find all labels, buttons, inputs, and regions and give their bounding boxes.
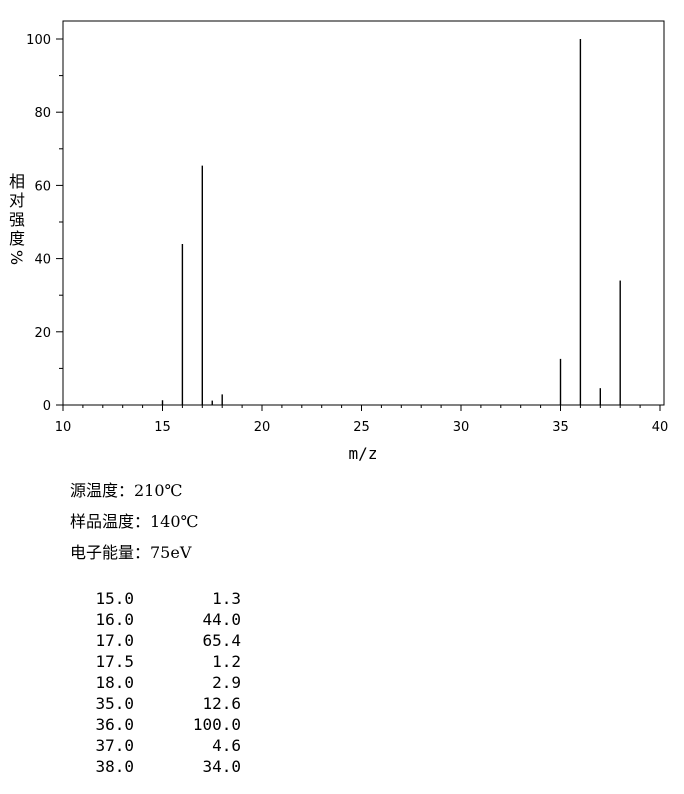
peak-abundance: 100.0 <box>192 715 241 734</box>
peak-mz: 15.0 <box>95 589 134 608</box>
peak-table-row: 16.0 44.0 <box>84 609 241 630</box>
y-tick-label: 80 <box>34 106 51 121</box>
sample-temperature: 样品温度：140℃ <box>70 512 199 531</box>
peak-mz: 18.0 <box>95 673 134 692</box>
peak-abundance: 12.6 <box>202 694 241 713</box>
y-axis-label-char: 度 <box>8 229 25 248</box>
y-tick-label: 40 <box>34 253 51 268</box>
x-tick-label: 40 <box>652 420 669 435</box>
peak-abundance: 1.3 <box>212 589 241 608</box>
plot-frame <box>62 20 665 406</box>
y-axis-label-char: 强 <box>8 210 25 229</box>
source-temperature: 源温度：210℃ <box>70 481 183 500</box>
axes: 10 15 20 25 30 35 40 0 20 40 60 80 100 <box>26 33 668 435</box>
peak-table-row: 36.0 100.0 <box>84 714 241 735</box>
peak-mz: 17.5 <box>95 652 134 671</box>
spectrum-peaks <box>161 39 621 405</box>
peak-abundance: 65.4 <box>202 631 241 650</box>
peak-mz: 38.0 <box>95 757 134 776</box>
y-tick-label: 60 <box>34 179 51 194</box>
peak-table-row: 18.0 2.9 <box>84 672 241 693</box>
y-axis-label: 相对强度 % <box>6 172 28 267</box>
y-tick-label: 20 <box>34 326 51 341</box>
peak-abundance: 34.0 <box>202 757 241 776</box>
peak-mz: 16.0 <box>95 610 134 629</box>
x-tick-label: 20 <box>254 420 271 435</box>
y-axis-label-char: 相 <box>8 172 25 191</box>
x-tick-label: 35 <box>552 420 569 435</box>
peak-table-row: 17.0 65.4 <box>84 630 241 651</box>
y-axis-unit: % <box>7 249 27 266</box>
peak-table-row: 35.0 12.6 <box>84 693 241 714</box>
peak-mz: 37.0 <box>95 736 134 755</box>
x-tick-label: 10 <box>55 420 72 435</box>
peak-abundance: 2.9 <box>212 673 241 692</box>
peak-mz: 35.0 <box>95 694 134 713</box>
peak-abundance: 44.0 <box>202 610 241 629</box>
peak-abundance: 1.2 <box>212 652 241 671</box>
mass-spectrum-chart: 10 15 20 25 30 35 40 0 20 40 60 80 100 m/z <box>26 20 668 463</box>
y-axis-label-text: 相对强度 <box>6 172 28 248</box>
peak-table: 15.0 1.3 16.0 44.0 17.0 65.4 17.5 1.2 18.0 2.9 35.… <box>84 588 241 777</box>
y-axis-label-char: 对 <box>8 191 25 210</box>
x-tick-label: 30 <box>453 420 470 435</box>
x-tick-label: 15 <box>154 420 171 435</box>
peak-mz: 17.0 <box>95 631 134 650</box>
peak-table-row: 15.0 1.3 <box>84 588 241 609</box>
x-axis-label: m/z <box>349 444 378 463</box>
y-tick-label: 100 <box>26 33 51 48</box>
peak-table-row: 37.0 4.6 <box>84 735 241 756</box>
peak-abundance: 4.6 <box>212 736 241 755</box>
y-tick-label: 0 <box>43 399 51 414</box>
x-tick-label: 25 <box>353 420 370 435</box>
electron-energy: 电子能量：75eV <box>70 543 192 562</box>
peak-mz: 36.0 <box>95 715 134 734</box>
peak-table-row: 38.0 34.0 <box>84 756 241 777</box>
peak-table-row: 17.5 1.2 <box>84 651 241 672</box>
